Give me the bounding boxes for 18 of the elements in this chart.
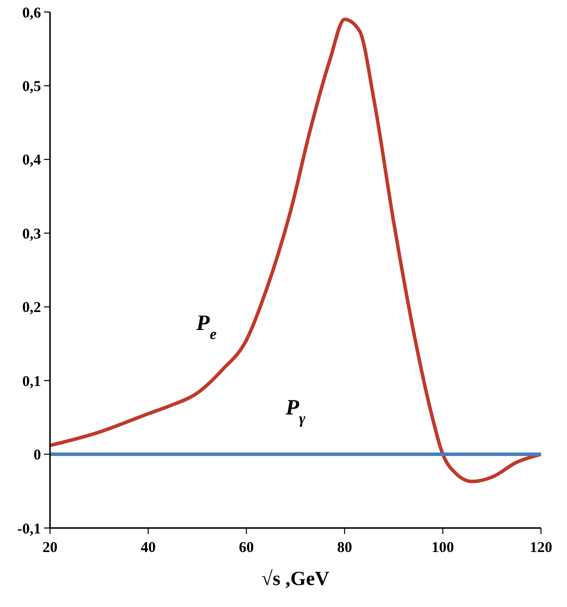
x-tick-label: 120 xyxy=(530,540,552,556)
y-tick-label: 0,1 xyxy=(22,374,41,390)
x-tick-label: 40 xyxy=(140,540,156,556)
y-tick-label: 0,5 xyxy=(22,78,41,95)
line-series xyxy=(48,18,543,484)
series-label: P$_{e}$ xyxy=(195,310,217,343)
y-tick-label: 0,3 xyxy=(22,226,41,242)
x-axis-title: √s ,GeV xyxy=(262,568,330,590)
x-tick-label: 80 xyxy=(337,540,352,556)
y-tick-label: -0,1 xyxy=(17,521,41,538)
y-tick-label: 0,2 xyxy=(22,300,41,316)
y-tick-label: 0 xyxy=(34,448,41,464)
y-tick-label: 0,6 xyxy=(22,5,42,22)
y-tick-label: 0,4 xyxy=(22,152,42,169)
x-tick-label: 20 xyxy=(42,540,58,556)
series-label: P$_{γ}$ xyxy=(284,394,306,427)
x-tick-label: 60 xyxy=(238,540,254,556)
x-tick-label: 100 xyxy=(432,540,454,556)
